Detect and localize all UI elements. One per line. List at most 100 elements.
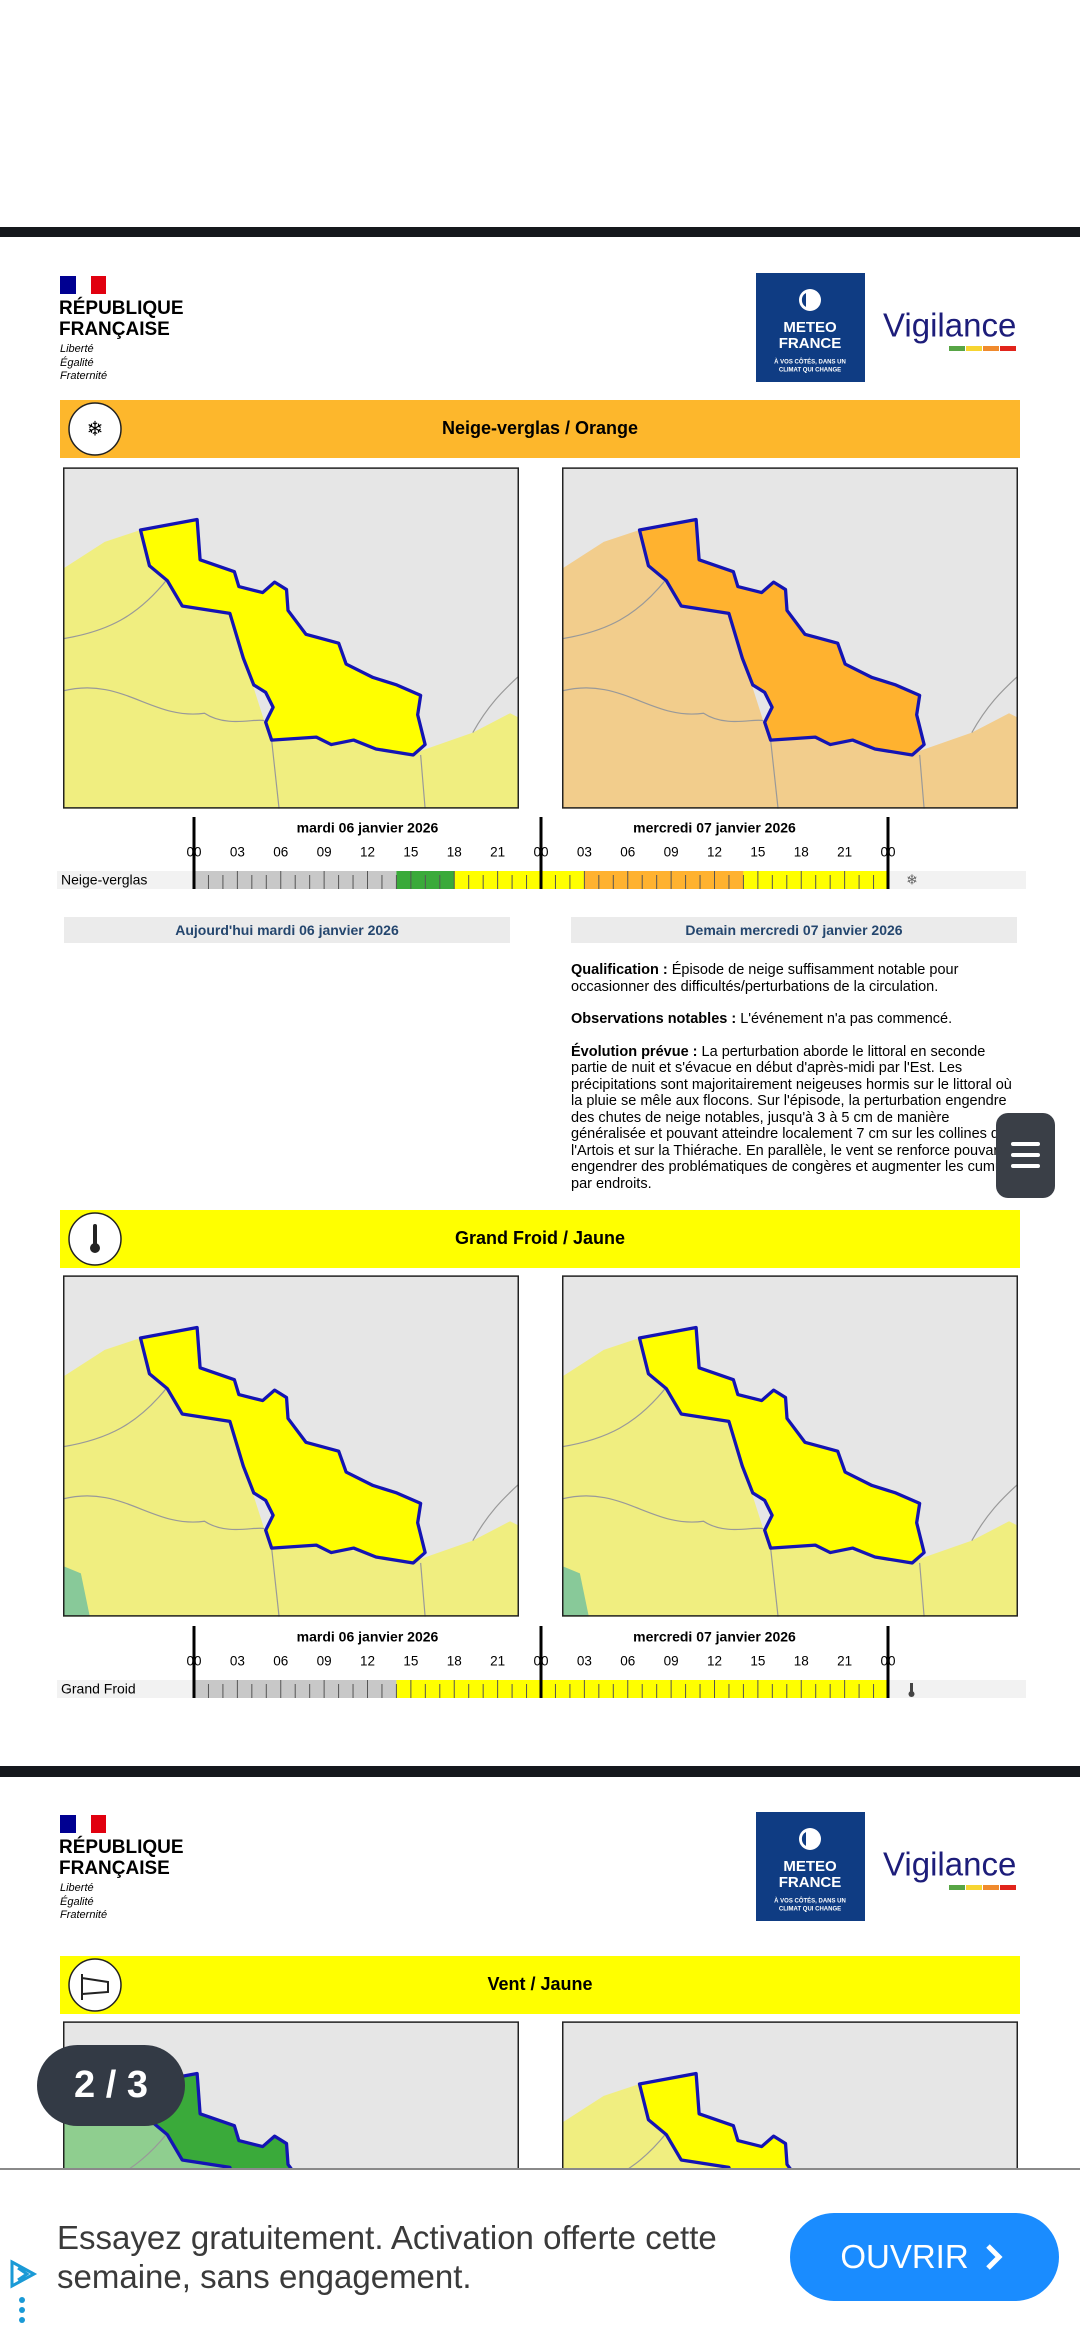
hour-label: 06 [620,845,635,860]
hour-label: 03 [577,845,592,860]
hour-label: 03 [577,1654,592,1669]
detail-text: L'événement n'a pas commencé. [740,1011,953,1027]
ad-choices[interactable] [8,2258,38,2328]
hour-label: 06 [273,1654,288,1669]
banner-bg [60,1210,1020,1268]
hour-label: 18 [447,1654,462,1669]
hour-label: 09 [317,1654,332,1669]
timeline-segment [454,871,585,889]
map-frame [63,467,519,809]
motto: Égalité [60,1895,94,1908]
meteo-text: FRANCE [779,1874,842,1891]
vigilance-bar [983,1885,999,1890]
hour-label: 15 [750,845,765,860]
hour-label: 15 [750,1654,765,1669]
vigilance-bar [966,346,982,351]
hour-label: 12 [707,845,722,860]
day-label: mercredi 07 janvier 2026 [633,820,796,836]
meteo-text: METEO [783,319,837,336]
icon-glyph: ❄ [87,418,104,440]
row-label: Grand Froid [61,1681,136,1697]
vigilance: Vigilance [883,307,1016,344]
end-icon: ❄ [906,872,918,888]
map-patch [562,1565,589,1617]
timeline-segment [584,871,744,889]
ad-button-label: OUVRIR [840,2238,969,2275]
meteo-tagline: CLIMAT QUI CHANGE [779,1907,841,1913]
map [63,467,519,809]
map-border [770,1548,779,1617]
motto: Liberté [60,343,94,355]
detail-text: La perturbation aborde le littoral en se… [571,1043,1014,1192]
map-border [63,1386,168,1448]
banner-title: Neige-verglas / Orange [442,418,638,438]
hour-label: 03 [230,1654,245,1669]
timeline: Grand Froid mardi 06 janvier 2026 mercredi… [57,1626,1026,1698]
separator [0,227,1080,237]
republic-text: RÉPUBLIQUE [59,1836,184,1858]
vigilance: Vigilance [883,1846,1016,1883]
map-border [63,1495,265,1531]
map-patch [63,1565,90,1617]
map-border [420,754,426,809]
day-label: mardi 06 janvier 2026 [297,1629,439,1645]
map-frame [562,467,1018,809]
meteo-text: METEO [783,1858,837,1875]
vigilance-bar [1000,346,1016,351]
hour-label: 09 [317,845,332,860]
hour-label: 15 [403,845,418,860]
map-border [562,578,667,640]
banner-icon [68,402,122,456]
detail-label: Observations notables : [571,1011,737,1027]
hour-label: 12 [360,845,375,860]
flag-white [76,276,91,294]
ad-banner[interactable]: Essayez gratuitement. Activation offerte… [0,2168,1080,2340]
timeline: Neige-verglas mardi 06 janvier 2026 mercre… [57,817,1026,889]
banner-title: Vent / Jaune [487,1974,592,1994]
map [63,1275,519,1617]
vigilance-bar [949,1885,965,1890]
map-region [637,517,926,757]
icon-glyph [93,1224,97,1246]
meteo-icon-inner [801,293,806,307]
hour-label: 18 [794,845,809,860]
banner-bg [60,1956,1020,2014]
ad-text: Essayez gratuitement. Activation offerte… [57,2219,717,2295]
tab-today[interactable]: Aujourd'hui mardi 06 janvier 2026 [64,917,510,943]
day-label: mardi 06 janvier 2026 [297,820,439,836]
hour-label: 12 [707,1654,722,1669]
banner-icon [68,1958,122,2012]
detail-label: Qualification : [571,962,668,978]
map [562,1275,1018,1617]
hour-label: 15 [403,1654,418,1669]
separator [0,1766,1080,1777]
hour-label: 09 [664,1654,679,1669]
menu-button[interactable] [996,1113,1055,1198]
motto: Égalité [60,356,94,369]
banner: Grand Froid / Jaune [60,1210,1020,1268]
map-border [420,1562,426,1617]
map-border [919,1562,925,1617]
map-border [562,1386,667,1448]
tab-tomorrow[interactable]: Demain mercredi 07 janvier 2026 [571,917,1017,943]
hour-label: 21 [837,845,852,860]
map-border [63,687,265,723]
hour-label: 21 [490,845,505,860]
ad-button[interactable]: OUVRIR [790,2213,1059,2301]
meteo-tagline: CLIMAT QUI CHANGE [779,368,841,374]
map-border [63,578,168,640]
banner: Vent / Jaune [60,1956,1020,2014]
vigilance-bar [983,346,999,351]
meteo-text: FRANCE [779,335,842,352]
banner-title: Grand Froid / Jaune [455,1228,625,1248]
flag-blue [60,276,76,294]
motto: Liberté [60,1882,94,1894]
map-frame [63,1275,519,1617]
meteo-tagline: À VOS CÔTÉS, DANS UN [774,1897,846,1905]
map-region [637,1325,926,1565]
page-indicator: 2 / 3 [37,2045,185,2126]
hour-label: 06 [620,1654,635,1669]
